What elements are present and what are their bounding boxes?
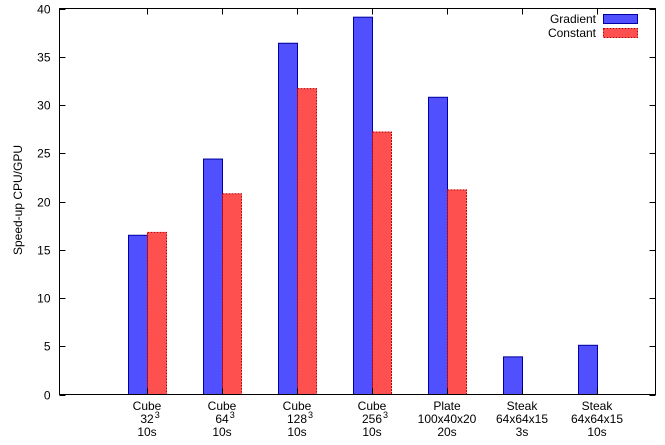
x-tick-labels: Cube3210s3Cube6410s3Cube12810s3Cube25610… [133, 399, 624, 439]
x-tick-label-superscript: 3 [155, 410, 160, 420]
x-tick-label-line: Steak [507, 399, 539, 413]
bar-gradient [278, 42, 298, 396]
y-tick-label: 30 [37, 99, 51, 113]
bar-gradient [128, 234, 148, 395]
x-tick-label-line: 32 [140, 412, 154, 426]
x-tick-label-line: 256 [362, 412, 382, 426]
bar-constant [372, 131, 392, 396]
y-tick-label: 5 [44, 340, 51, 354]
y-tick-label: 0 [44, 389, 51, 403]
y-axis-label-group: Speed-up CPU/GPU [11, 145, 25, 255]
bar-gradient [203, 158, 223, 395]
x-tick-label-line: Cube [358, 399, 387, 413]
legend-swatch-constant [603, 28, 638, 38]
legend-label: Constant [548, 26, 597, 40]
y-tick-label: 10 [37, 292, 51, 306]
x-tick-label-line: 64x64x15 [496, 412, 548, 426]
x-tick-label-line: 3s [516, 425, 529, 439]
y-tick-label: 15 [37, 244, 51, 258]
plot-frame [59, 8, 656, 395]
legend-label: Gradient [550, 12, 597, 26]
x-tick-label-line: Cube [133, 399, 162, 413]
x-tick-label-superscript: 3 [383, 410, 388, 420]
y-axis-label: Speed-up CPU/GPU [11, 145, 25, 255]
x-tick-label-line: Steak [582, 399, 614, 413]
x-tick-label-line: 10s [362, 425, 381, 439]
y-tick-label: 25 [37, 147, 51, 161]
x-tick-label-line: 100x40x20 [418, 412, 477, 426]
x-tick-label-line: 64x64x15 [571, 412, 623, 426]
x-tick-label-line: 128 [287, 412, 307, 426]
y-tick-label: 20 [37, 196, 51, 210]
legend-swatch-gradient [603, 14, 638, 24]
x-tick-label-superscript: 3 [230, 410, 235, 420]
x-tick-label-superscript: 3 [308, 410, 313, 420]
bars-layer [128, 16, 598, 396]
x-tick-label-line: 10s [212, 425, 231, 439]
ticks-layer: 0 5 10 15 20 25 30 35 40 [37, 3, 656, 403]
x-tick-label-line: 64 [215, 412, 229, 426]
bar-gradient [503, 356, 523, 395]
y-tick-label: 35 [37, 51, 51, 65]
x-tick-label-line: 20s [437, 425, 456, 439]
x-tick-label-line: 10s [137, 425, 156, 439]
x-tick-label-line: 10s [587, 425, 606, 439]
x-tick-label-line: 10s [287, 425, 306, 439]
bar-gradient [578, 344, 598, 396]
bar-gradient [428, 96, 448, 395]
bar-constant [222, 193, 242, 395]
bar-constant [147, 231, 167, 395]
x-tick-label-line: Plate [433, 399, 461, 413]
y-tick-label: 40 [37, 3, 51, 17]
bar-constant [297, 88, 317, 395]
bar-gradient [353, 16, 373, 396]
bar-constant [447, 189, 467, 395]
x-tick-label-line: Cube [208, 399, 237, 413]
x-tick-label-line: Cube [283, 399, 312, 413]
